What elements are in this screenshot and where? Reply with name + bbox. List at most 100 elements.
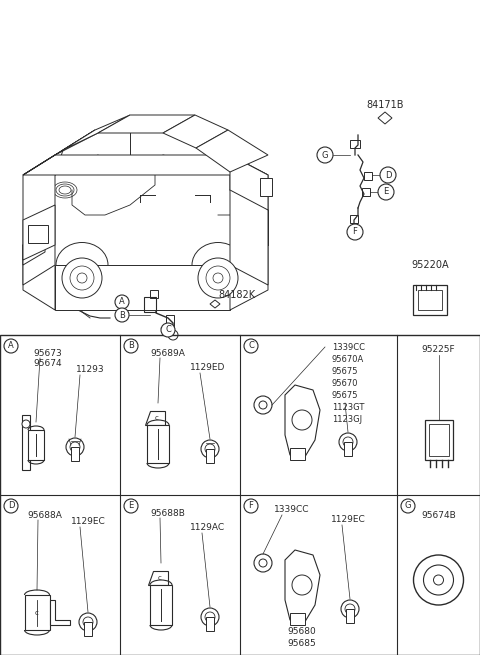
Circle shape <box>292 410 312 430</box>
Text: G: G <box>405 502 411 510</box>
Polygon shape <box>55 265 230 310</box>
Circle shape <box>22 420 30 428</box>
Text: 11293: 11293 <box>76 365 104 375</box>
Circle shape <box>115 308 129 322</box>
Circle shape <box>4 499 18 513</box>
Circle shape <box>254 554 272 572</box>
Circle shape <box>341 600 359 618</box>
Circle shape <box>4 339 18 353</box>
Text: 95670: 95670 <box>332 379 359 388</box>
Bar <box>22 415 30 470</box>
Circle shape <box>347 224 363 240</box>
Text: 95670A: 95670A <box>332 354 364 364</box>
Bar <box>346 609 354 623</box>
Circle shape <box>259 401 267 409</box>
Circle shape <box>205 444 215 454</box>
Polygon shape <box>148 571 168 585</box>
Bar <box>150 290 158 298</box>
Text: D: D <box>8 502 14 510</box>
Polygon shape <box>285 385 320 460</box>
Polygon shape <box>63 115 130 150</box>
Text: D: D <box>385 170 391 179</box>
Bar <box>424 420 453 460</box>
Polygon shape <box>23 155 268 175</box>
Text: 95675: 95675 <box>332 367 359 375</box>
Bar <box>84 622 92 636</box>
Circle shape <box>413 555 464 605</box>
Bar <box>147 425 169 463</box>
Text: 1339CC: 1339CC <box>274 504 310 514</box>
Text: 95688B: 95688B <box>151 508 185 517</box>
Bar <box>0 335 480 655</box>
Circle shape <box>77 273 87 283</box>
Circle shape <box>343 437 353 447</box>
Circle shape <box>161 323 175 337</box>
Bar <box>144 297 156 312</box>
Circle shape <box>62 258 102 298</box>
Text: C: C <box>248 341 254 350</box>
Circle shape <box>79 613 97 631</box>
Bar <box>364 172 372 180</box>
Circle shape <box>433 575 444 585</box>
Text: 95674: 95674 <box>34 360 62 369</box>
Circle shape <box>423 565 454 595</box>
Circle shape <box>401 499 415 513</box>
Polygon shape <box>145 411 165 425</box>
Circle shape <box>259 559 267 567</box>
Circle shape <box>198 258 238 298</box>
Circle shape <box>244 499 258 513</box>
Text: 1339CC: 1339CC <box>332 343 365 352</box>
Circle shape <box>70 442 80 452</box>
Circle shape <box>201 440 219 458</box>
Polygon shape <box>23 232 45 265</box>
Bar <box>260 178 272 196</box>
Bar <box>28 225 48 243</box>
Text: 95689A: 95689A <box>151 348 185 358</box>
Text: G: G <box>322 151 328 160</box>
Text: 1129EC: 1129EC <box>71 517 106 527</box>
Circle shape <box>124 499 138 513</box>
Bar <box>71 447 79 461</box>
Text: B: B <box>119 310 125 320</box>
Text: 95674B: 95674B <box>421 510 456 519</box>
Text: E: E <box>128 502 133 510</box>
Bar <box>344 442 352 456</box>
Bar <box>350 215 358 223</box>
Text: 95220A: 95220A <box>411 260 449 270</box>
Circle shape <box>213 273 223 283</box>
Polygon shape <box>230 155 268 210</box>
Text: c: c <box>155 415 159 421</box>
Bar <box>150 585 172 625</box>
Text: 95680: 95680 <box>288 626 316 635</box>
Text: A: A <box>119 297 125 307</box>
Circle shape <box>70 266 94 290</box>
Text: 84171B: 84171B <box>366 100 404 110</box>
Polygon shape <box>196 130 268 172</box>
Circle shape <box>66 438 84 456</box>
Circle shape <box>317 147 333 163</box>
Circle shape <box>380 167 396 183</box>
Bar <box>290 613 305 625</box>
Text: 95675: 95675 <box>332 390 359 400</box>
Text: 1123GT: 1123GT <box>332 403 364 411</box>
Text: 95685: 95685 <box>288 639 316 648</box>
Bar <box>206 617 214 631</box>
Circle shape <box>205 612 215 622</box>
Bar <box>25 595 50 630</box>
Bar <box>350 140 360 148</box>
Text: A: A <box>8 341 14 350</box>
Text: C: C <box>165 326 171 335</box>
Circle shape <box>292 575 312 595</box>
Bar <box>429 424 448 456</box>
Text: c: c <box>35 610 39 616</box>
Bar <box>206 449 214 463</box>
Text: c: c <box>158 575 162 581</box>
Text: 1129AC: 1129AC <box>191 523 226 533</box>
Bar <box>28 430 44 460</box>
Polygon shape <box>23 205 55 260</box>
Bar <box>413 285 447 315</box>
Text: F: F <box>249 502 253 510</box>
Text: E: E <box>384 187 389 196</box>
Text: 95673: 95673 <box>34 348 62 358</box>
Text: 95225F: 95225F <box>422 345 456 354</box>
